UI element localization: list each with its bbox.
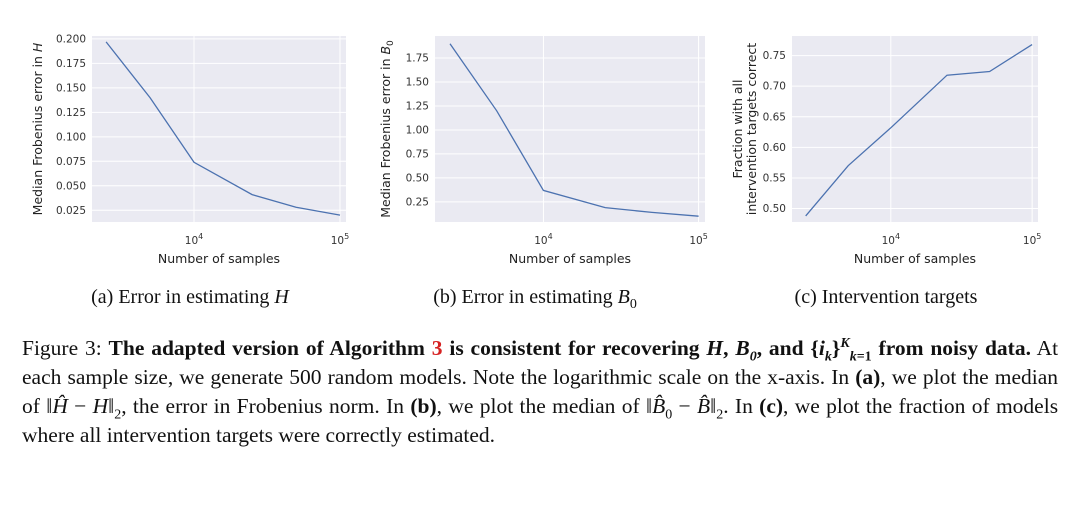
caption-plot-a: , we plot the median of: [22, 365, 1059, 418]
figure-caption: Figure 3: The adapted version of Algorit…: [22, 334, 1058, 450]
caption-paragraph: Figure 3: The adapted version of Algorit…: [22, 335, 1059, 447]
plot-area: [435, 36, 705, 222]
algorithm-link[interactable]: 3: [431, 336, 443, 360]
subcaption-a-var: H: [274, 286, 289, 308]
y-tick-label: 1.75: [406, 53, 429, 65]
y-tick-label: 0.200: [56, 33, 86, 45]
y-tick-label: 0.75: [406, 148, 429, 160]
y-tick-label: 0.65: [763, 111, 786, 123]
caption-plot-b: we plot the median of: [448, 394, 640, 418]
subcaption-a: (a) Error in estimating H: [60, 286, 320, 309]
y-tick-label: 0.050: [56, 180, 86, 192]
chart-c-intervention-targets: 0.50 0.55 0.60 0.65 0.70 0.75 104 105 Number of …: [730, 36, 1041, 266]
caption-label-c: (c): [759, 394, 784, 418]
caption-bold-b: is consistent for recovering: [449, 336, 700, 360]
caption-label-b: (b): [410, 394, 437, 418]
y-axis-label: Median Frobenius error in B0: [378, 40, 396, 218]
subcaption-b-text: (b) Error in estimating: [433, 286, 618, 308]
caption-in-a: In: [831, 365, 850, 389]
x-tick-label: 105: [689, 232, 707, 247]
y-tick-label: 0.75: [763, 50, 786, 62]
series-line: [805, 44, 1033, 217]
y-axis-label: Fraction with all: [730, 80, 745, 179]
x-tick-label: 104: [185, 232, 203, 247]
y-tick-label: 0.70: [763, 81, 786, 93]
x-axis-label: Number of samples: [509, 251, 631, 266]
caption-plot-c: , we plot the fraction of models where a…: [22, 394, 1059, 447]
caption-plot-a-tail: , the error in Frobenius norm.: [121, 394, 380, 418]
caption-sentence-1: At each sample size, we generate 500 ran…: [22, 336, 1059, 389]
caption-in-b: In: [386, 394, 405, 418]
y-tick-label: 0.25: [406, 196, 429, 208]
y-tick-label: 0.025: [56, 205, 86, 217]
caption-label-a: (a): [855, 365, 881, 389]
y-tick-label: 1.00: [406, 124, 429, 136]
caption-figure-label: Figure 3:: [22, 336, 102, 360]
x-axis-label: Number of samples: [854, 251, 976, 266]
plot-area: [92, 36, 346, 222]
caption-and: , and: [756, 336, 804, 360]
subcaption-c: (c) Intervention targets: [756, 286, 1016, 309]
series-line: [449, 43, 699, 217]
y-tick-label: 0.075: [56, 156, 86, 168]
caption-math-b-norm: ‖B̂0 − B̂‖2: [646, 394, 724, 423]
subcaption-c-text: (c) Intervention targets: [794, 286, 978, 308]
subcaption-b-sub: 0: [629, 297, 637, 312]
y-tick-label: 0.50: [406, 172, 429, 184]
subcaption-b-var: B: [617, 286, 630, 308]
chart-a-error-in-h: 0.025 0.050 0.075 0.100 0.125 0.150 0.175 0.200…: [30, 33, 349, 266]
caption-math-b0: B0: [735, 336, 757, 365]
y-tick-label: 0.125: [56, 107, 86, 119]
caption-math-h-norm: ‖Ĥ − H‖2: [46, 394, 122, 423]
caption-math-set: {ik}Kk=1: [810, 335, 872, 365]
caption-in-c: In: [734, 394, 753, 418]
y-tick-label: 1.25: [406, 100, 429, 112]
y-tick-label: 0.50: [763, 203, 786, 215]
x-tick-label: 104: [534, 232, 552, 247]
y-tick-label: 0.60: [763, 142, 786, 154]
y-tick-label: 0.100: [56, 131, 86, 143]
y-tick-label: 0.55: [763, 172, 786, 184]
y-tick-label: 1.50: [406, 77, 429, 89]
caption-bold-c: from noisy data.: [878, 336, 1031, 360]
caption-bold-a: The adapted version of Algorithm: [108, 336, 425, 360]
y-axis-label: Median Frobenius error in H: [30, 42, 45, 215]
x-tick-label: 105: [1023, 232, 1041, 247]
x-axis-label: Number of samples: [158, 251, 280, 266]
x-tick-label: 105: [331, 232, 349, 247]
chart-b-error-in-b0: 0.25 0.50 0.75 1.00 1.25 1.50 1.75 104 105 Number…: [378, 36, 708, 266]
subcaption-b: (b) Error in estimating B0: [405, 286, 665, 312]
series-line: [105, 41, 341, 216]
y-tick-label: 0.175: [56, 58, 86, 70]
x-tick-label: 104: [882, 232, 900, 247]
caption-math-vars: H: [706, 336, 724, 360]
caption-comma-1: ,: [723, 336, 729, 360]
subcaption-a-text: (a) Error in estimating: [91, 286, 275, 308]
y-axis-label: intervention targets correct: [744, 43, 759, 215]
y-tick-label: 0.150: [56, 82, 86, 94]
